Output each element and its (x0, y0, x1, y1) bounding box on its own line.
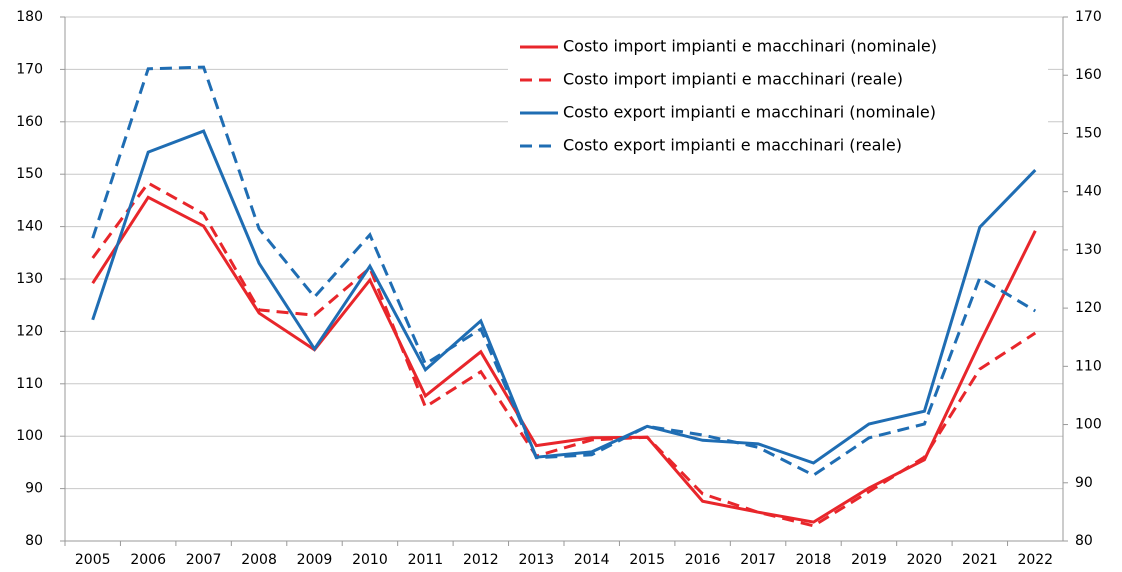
y-tick-label: 150 (16, 166, 43, 182)
legend-label: Costo export impianti e macchinari (nomi… (563, 103, 936, 122)
y-tick-label: 170 (16, 61, 43, 77)
y-tick-label: 90 (25, 481, 43, 497)
x-tick-label: 2019 (851, 552, 887, 568)
x-tick-label: 2020 (907, 552, 943, 568)
y2-tick-label: 170 (1075, 9, 1102, 25)
y-tick-label: 110 (16, 376, 43, 392)
x-tick-label: 2022 (1017, 552, 1053, 568)
x-tick-label: 2015 (629, 552, 665, 568)
y2-tick-label: 80 (1075, 533, 1093, 549)
y2-tick-label: 140 (1075, 184, 1102, 200)
y2-tick-label: 120 (1075, 300, 1102, 316)
y-tick-label: 130 (16, 271, 43, 287)
legend: Costo import impianti e macchinari (nomi… (508, 30, 1048, 166)
x-tick-label: 2021 (962, 552, 998, 568)
y-tick-label: 180 (16, 9, 43, 25)
y-tick-label: 120 (16, 323, 43, 339)
x-tick-label: 2011 (408, 552, 444, 568)
series-line (91, 181, 1037, 528)
y2-tick-label: 90 (1075, 475, 1093, 491)
x-tick-label: 2010 (352, 552, 388, 568)
y-tick-label: 100 (16, 428, 43, 444)
x-tick-label: 2006 (130, 552, 166, 568)
x-tick-label: 2008 (241, 552, 277, 568)
y-tick-label: 140 (16, 219, 43, 235)
y2-tick-label: 130 (1075, 242, 1102, 258)
x-tick-label: 2017 (740, 552, 776, 568)
series-line (91, 195, 1037, 524)
x-tick-label: 2009 (297, 552, 333, 568)
x-tick-label: 2014 (574, 552, 610, 568)
x-tick-label: 2016 (685, 552, 721, 568)
y2-tick-label: 100 (1075, 417, 1102, 433)
legend-label: Costo import impianti e macchinari (nomi… (563, 37, 937, 56)
legend-label: Costo import impianti e macchinari (real… (563, 70, 903, 89)
x-tick-label: 2012 (463, 552, 499, 568)
y-tick-label: 80 (25, 533, 43, 549)
x-tick-label: 2005 (75, 552, 111, 568)
x-tick-label: 2007 (186, 552, 222, 568)
x-tick-label: 2018 (796, 552, 832, 568)
legend-box (508, 30, 1048, 166)
y-tick-label: 160 (16, 114, 43, 130)
y2-tick-label: 150 (1075, 125, 1102, 141)
x-tick-label: 2013 (518, 552, 554, 568)
y2-tick-label: 110 (1075, 358, 1102, 374)
y2-tick-label: 160 (1075, 67, 1102, 83)
legend-label: Costo export impianti e macchinari (real… (563, 136, 902, 155)
series-line (91, 129, 1037, 465)
